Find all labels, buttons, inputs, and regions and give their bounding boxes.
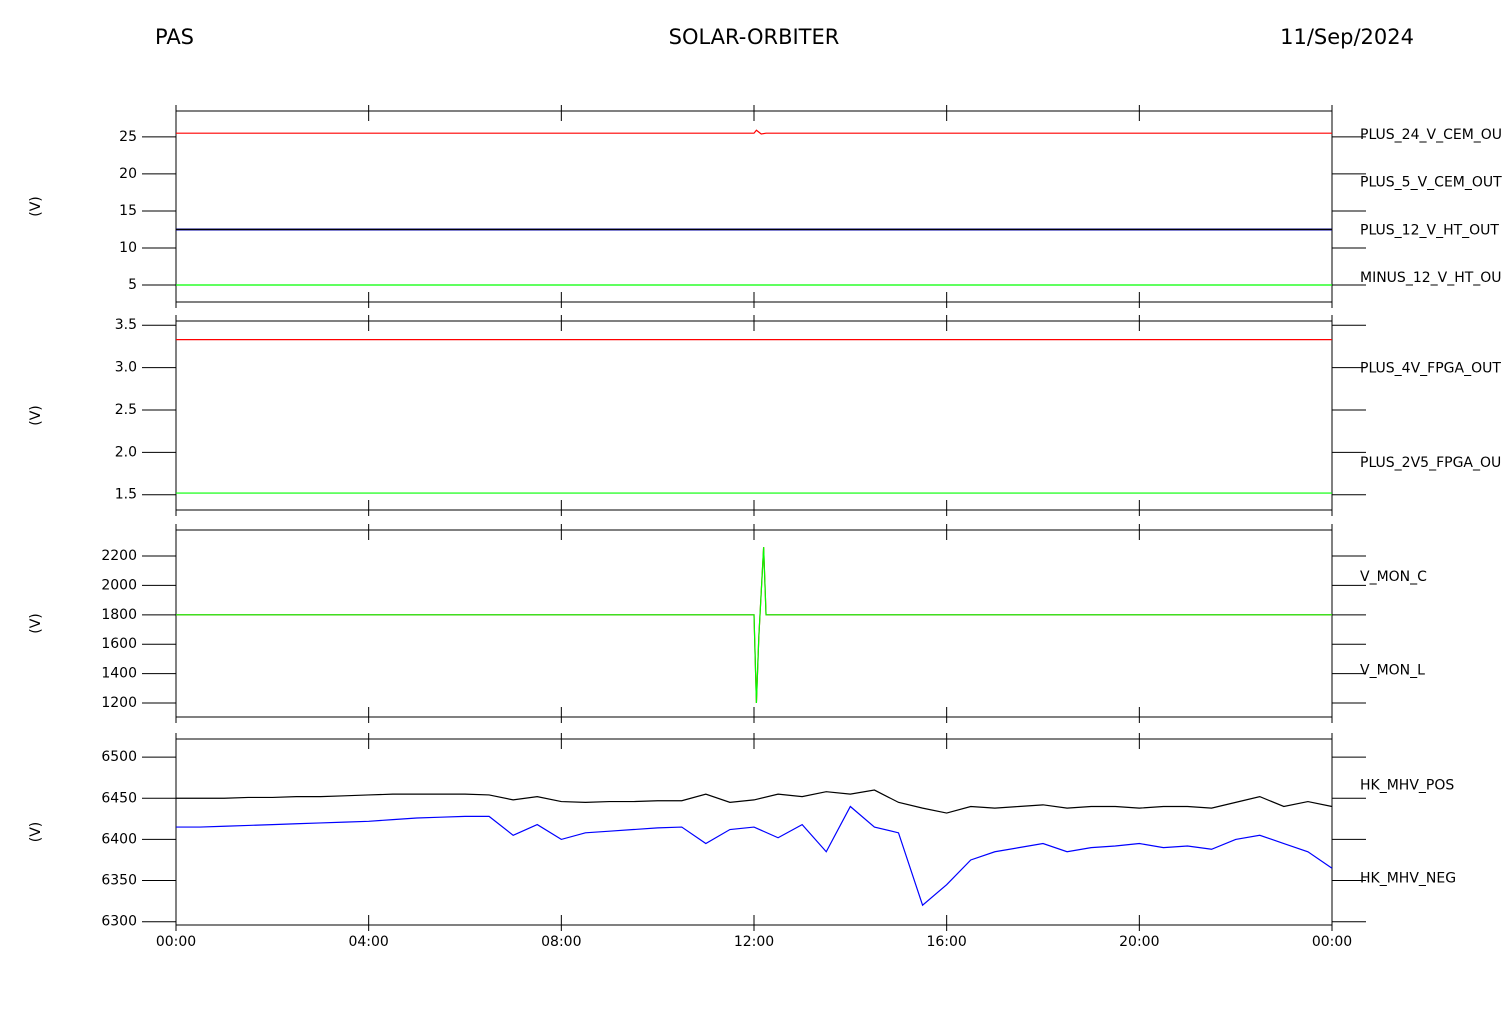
y-tick-label: 3.0 — [115, 360, 137, 376]
series-line — [176, 547, 1332, 704]
y-tick-label: 2000 — [101, 577, 137, 593]
x-tick-label: 00:00 — [156, 934, 196, 950]
legend-label: V_MON_L — [1360, 662, 1425, 678]
legend-label: PLUS_4V_FPGA_OUT — [1360, 360, 1501, 376]
y-tick-label: 6450 — [101, 790, 137, 806]
y-tick-label: 1200 — [101, 695, 137, 711]
y-axis-label: (V) — [28, 613, 44, 634]
series-line — [176, 805, 1333, 907]
y-tick-label: 3.5 — [115, 317, 137, 333]
legend-label: HK_MHV_NEG — [1360, 871, 1456, 887]
x-tick-label: 16:00 — [926, 934, 966, 950]
y-tick-label: 5 — [128, 277, 137, 293]
y-tick-label: 6350 — [101, 873, 137, 889]
y-axis-label: (V) — [28, 196, 44, 217]
header-left: PAS — [155, 25, 194, 49]
legend-label: PLUS_12_V_HT_OUT — [1360, 222, 1499, 238]
legend-label: HK_MHV_POS — [1360, 778, 1454, 794]
y-tick-label: 1.5 — [115, 487, 137, 503]
y-tick-label: 6300 — [101, 914, 137, 930]
y-axis-label: (V) — [28, 822, 44, 843]
legend-label: V_MON_C — [1360, 569, 1427, 585]
y-tick-label: 2200 — [101, 548, 137, 564]
legend-label: MINUS_12_V_HT_OU — [1360, 270, 1502, 286]
x-tick-label: 04:00 — [348, 934, 388, 950]
y-tick-label: 2.5 — [115, 402, 137, 418]
y-tick-label: 2.0 — [115, 444, 137, 460]
y-tick-label: 6500 — [101, 749, 137, 765]
header-right: 11/Sep/2024 — [1280, 25, 1414, 49]
x-tick-label: 08:00 — [541, 934, 581, 950]
y-tick-label: 1800 — [101, 607, 137, 623]
y-tick-label: 10 — [119, 240, 137, 256]
series-line — [176, 129, 1332, 135]
y-tick-label: 20 — [119, 166, 137, 182]
y-tick-label: 25 — [119, 129, 137, 145]
x-tick-label: 12:00 — [734, 934, 774, 950]
x-tick-label: 20:00 — [1119, 934, 1159, 950]
y-tick-label: 15 — [119, 203, 137, 219]
series-line — [176, 789, 1333, 814]
y-tick-label: 6400 — [101, 831, 137, 847]
legend-label: PLUS_5_V_CEM_OUT — [1360, 175, 1502, 191]
legend-label: PLUS_24_V_CEM_OU — [1360, 127, 1502, 143]
y-tick-label: 1600 — [101, 636, 137, 652]
legend-label: PLUS_2V5_FPGA_OU — [1360, 455, 1501, 471]
header-center: SOLAR-ORBITER — [669, 25, 840, 49]
x-tick-label: 00:00 — [1312, 934, 1352, 950]
y-axis-label: (V) — [28, 405, 44, 426]
y-tick-label: 1400 — [101, 666, 137, 682]
